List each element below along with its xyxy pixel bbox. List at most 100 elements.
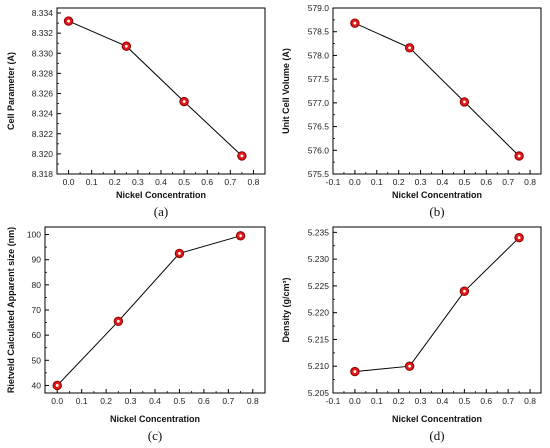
x-tick-label: -0.1	[326, 396, 341, 406]
y-tick-label: 50	[32, 355, 42, 365]
y-tick-label: 578.5	[308, 27, 330, 37]
data-point-center	[67, 19, 70, 23]
plot-frame	[332, 226, 542, 394]
y-axis-title: Cell Parameter (A)	[6, 52, 16, 130]
x-tick-label: 0.5	[174, 396, 186, 406]
x-tick-label: 0.0	[63, 177, 75, 187]
chart-panel-2: -0.1 0.0 0.1 0.2 0.3 0.4 0.5 0.6 0.7 0.8 575.5 576.…	[281, 3, 542, 219]
x-tick-label: 0.7	[502, 396, 514, 406]
x-axis-title: Nickel Concentration	[392, 190, 482, 200]
x-tick-label: 0.1	[76, 396, 88, 406]
chart-panel-3: 0.0 0.1 0.2 0.3 0.4 0.5 0.6 0.7 0.8 40 50 60 70 80 90 1…	[6, 226, 266, 443]
data-point-center	[240, 154, 244, 158]
x-tick-label: 0.4	[149, 396, 161, 406]
x-tick-label: 0.0	[51, 396, 63, 406]
x-tick-label: 0.3	[132, 177, 144, 187]
x-tick-label: 0.7	[502, 177, 514, 187]
x-tick-label: 0.8	[524, 177, 536, 187]
x-tick-label: 0.7	[222, 396, 234, 406]
y-tick-label: 8.318	[32, 169, 54, 179]
y-tick-label: 8.320	[32, 149, 54, 159]
x-tick-label: 0.6	[201, 177, 213, 187]
y-tick-label: 575.5	[308, 169, 330, 179]
y-tick-label: 579.0	[308, 3, 330, 13]
panel-label: (a)	[154, 204, 168, 219]
x-tick-label: 0.0	[349, 396, 361, 406]
data-point-center	[517, 154, 521, 158]
panel-label: (b)	[429, 204, 444, 219]
y-tick-label: 60	[32, 330, 42, 340]
data-point-center	[239, 234, 242, 238]
chart-panel-1: 0.0 0.1 0.2 0.3 0.4 0.5 0.6 0.7 0.8 8.318 8.320 8.3…	[6, 7, 266, 219]
x-tick-label: 0.8	[248, 177, 260, 187]
y-tick-label: 8.322	[32, 129, 54, 139]
x-tick-label: 0.6	[480, 396, 492, 406]
x-tick-label: 0.3	[415, 396, 427, 406]
series-line	[354, 22, 520, 157]
y-tick-label: 100	[27, 230, 41, 240]
data-point-center	[182, 100, 186, 103]
data-point-center	[408, 46, 412, 50]
x-tick-label: 0.3	[125, 396, 137, 406]
panel-label: (c)	[148, 428, 162, 443]
y-tick-label: 5.220	[308, 308, 330, 318]
data-point-center	[178, 252, 181, 255]
y-axis-title: Unit Cell Volume (A)	[281, 48, 291, 134]
x-axis-title: Nickel Concentration	[116, 190, 206, 200]
x-tick-label: 0.2	[109, 177, 121, 187]
y-tick-label: 5.205	[308, 388, 330, 398]
x-tick-label: 0.6	[198, 396, 210, 406]
y-tick-label: 70	[32, 305, 42, 315]
x-tick-label: 0.3	[415, 177, 427, 187]
y-tick-label: 8.326	[32, 89, 54, 99]
y-tick-label: 5.210	[308, 361, 330, 371]
y-axis-title: Density (g/cm³)	[281, 277, 291, 342]
series-line	[68, 20, 243, 157]
y-axis-title: Rietveld Calculated Apparent size (nm)	[6, 227, 16, 393]
x-tick-label: 0.7	[224, 177, 236, 187]
x-tick-label: 0.1	[371, 396, 383, 406]
y-tick-label: 5.225	[308, 281, 330, 291]
plot-frame	[332, 7, 542, 175]
x-tick-label: 0.5	[178, 177, 190, 187]
y-tick-label: 576.0	[308, 145, 330, 155]
x-tick-label: 0.6	[480, 177, 492, 187]
x-tick-label: 0.4	[437, 396, 449, 406]
x-tick-label: 0.5	[458, 396, 470, 406]
y-tick-label: 5.215	[308, 334, 330, 344]
x-axis-title: Nickel Concentration	[392, 414, 482, 424]
y-tick-label: 5.230	[308, 254, 330, 264]
x-tick-label: -0.1	[326, 177, 341, 187]
x-tick-label: 0.0	[349, 177, 361, 187]
x-tick-label: 0.1	[86, 177, 98, 187]
y-tick-label: 578.0	[308, 50, 330, 60]
x-tick-label: 0.8	[524, 396, 536, 406]
data-point-center	[116, 319, 120, 323]
x-tick-label: 0.8	[247, 396, 259, 406]
data-point-center	[462, 289, 466, 293]
y-tick-label: 80	[32, 280, 42, 290]
x-tick-label: 0.2	[393, 177, 405, 187]
data-point-center	[353, 21, 357, 25]
y-tick-label: 576.5	[308, 122, 330, 132]
y-tick-label: 8.332	[32, 28, 54, 38]
x-tick-label: 0.1	[371, 177, 383, 187]
plot-frame	[44, 226, 266, 394]
series-line	[354, 237, 520, 373]
y-tick-label: 40	[32, 380, 42, 390]
x-axis-title: Nickel Concentration	[110, 414, 200, 424]
y-tick-label: 8.334	[32, 8, 54, 18]
x-tick-label: 0.5	[458, 177, 470, 187]
data-point-center	[55, 384, 59, 387]
y-tick-label: 8.330	[32, 48, 54, 58]
x-tick-label: 0.2	[393, 396, 405, 406]
y-tick-label: 577.0	[308, 98, 330, 108]
y-tick-label: 8.328	[32, 68, 54, 78]
data-point-center	[408, 364, 412, 368]
x-tick-label: 0.4	[437, 177, 449, 187]
y-tick-label: 5.235	[308, 227, 330, 237]
series-line	[56, 235, 241, 386]
data-point-center	[353, 370, 357, 373]
y-tick-label: 8.324	[32, 109, 54, 119]
